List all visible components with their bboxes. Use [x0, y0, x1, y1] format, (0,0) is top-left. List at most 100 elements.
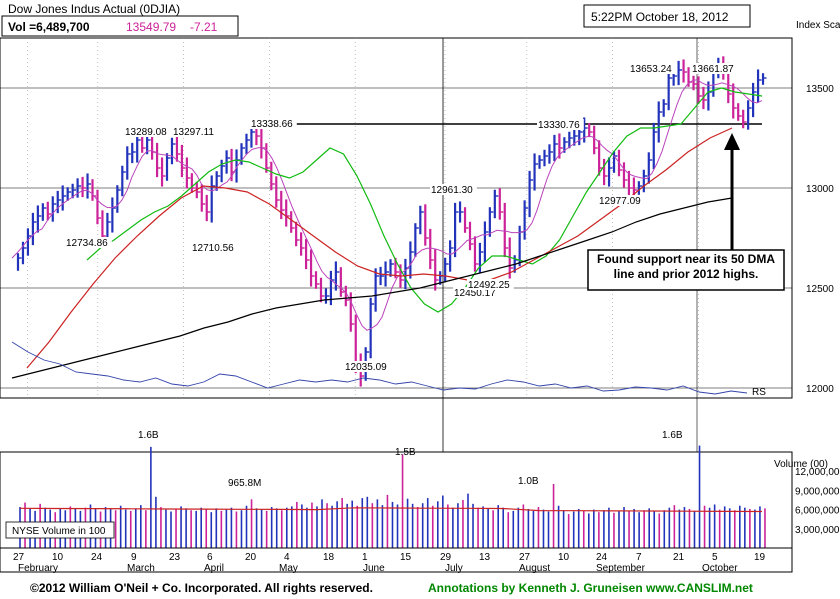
price-bar — [81, 176, 87, 198]
price-bar — [737, 103, 742, 121]
annotations-credit: Annotations by Kenneth J. Gruneisen www.… — [428, 581, 753, 595]
x-tick-label: 20 — [245, 552, 257, 563]
price-bar — [622, 162, 628, 188]
volume-tick-label: 9,000,000 — [795, 486, 840, 497]
volume-legend-text: NYSE Volume in 100 — [12, 526, 106, 537]
price-callout-label: 13330.76 — [538, 120, 580, 131]
price-bar — [642, 169, 648, 193]
price-bar — [409, 241, 414, 279]
volume-peak-label: 1.6B — [138, 430, 159, 441]
price-callout-label: 13297.11 — [173, 127, 214, 138]
annotation-arrow-head — [724, 133, 740, 150]
price-label-bg — [65, 237, 112, 248]
annotation-text: Found support near its 50 DMA line and p… — [596, 252, 775, 281]
ma-short-line — [11, 79, 763, 331]
x-tick-label: 10 — [558, 552, 570, 563]
price-bar — [165, 153, 171, 181]
price-bar — [339, 267, 345, 297]
price-label-bg — [430, 184, 477, 195]
price-bar — [483, 221, 489, 263]
price-bar — [593, 125, 598, 155]
price-bar — [419, 205, 424, 235]
price-bar — [210, 175, 216, 223]
price-callout-label: 12492.25 — [468, 280, 510, 291]
price-bar — [334, 261, 340, 291]
volume-peak-label: 965.8M — [228, 478, 261, 489]
price-bar — [389, 259, 395, 277]
price-bar — [41, 203, 47, 221]
price-bar — [314, 271, 320, 289]
price-bar — [180, 144, 186, 178]
price-bar — [751, 82, 757, 118]
price-bar — [558, 133, 563, 159]
price-label-bg — [124, 126, 171, 137]
price-bar — [553, 134, 558, 162]
price-bar — [16, 253, 22, 271]
price-bar — [56, 190, 62, 214]
price-bar — [304, 238, 310, 270]
y-tick-label: 12000 — [806, 384, 834, 395]
price-bar — [295, 221, 300, 247]
price-bar — [46, 201, 52, 221]
price-bar — [26, 228, 32, 256]
x-tick-label: 27 — [519, 552, 531, 563]
price-bar — [568, 131, 573, 149]
price-bar — [647, 152, 653, 184]
x-tick-label: 5 — [712, 552, 718, 563]
x-tick-label: 19 — [754, 552, 766, 563]
vol-box — [1, 15, 239, 37]
price-bar — [503, 202, 509, 258]
price-bar — [761, 73, 767, 85]
price-bar — [275, 176, 280, 208]
price-callout-label: 12734.86 — [66, 238, 108, 249]
price-bar — [61, 185, 67, 211]
price-bar — [131, 142, 136, 164]
price-bar — [478, 242, 484, 274]
month-label: April — [204, 563, 224, 574]
price-label-bg — [453, 287, 500, 298]
price-bar — [637, 181, 643, 195]
price-callout-label: 13338.66 — [251, 119, 293, 130]
volume-axis-label: Volume (00) — [774, 459, 828, 470]
price-bar — [453, 202, 459, 258]
price-callout-label: 12035.09 — [345, 362, 387, 373]
price-label-bg — [691, 63, 738, 74]
change-readout: -7.21 — [190, 20, 218, 34]
price-bar — [324, 288, 330, 304]
x-tick-label: 23 — [169, 552, 181, 563]
price-bar — [742, 109, 747, 129]
x-tick-label: 9 — [131, 552, 137, 563]
x-tick-label: 27 — [13, 552, 25, 563]
price-label-bg — [250, 118, 297, 129]
ma200-black-line — [11, 197, 733, 379]
price-bar — [682, 59, 688, 83]
price-label-bg — [598, 195, 645, 206]
price-bar — [548, 144, 553, 164]
month-label: February — [18, 563, 58, 574]
x-tick-label: 29 — [440, 552, 452, 563]
rs-line — [11, 341, 748, 395]
volume-frame — [0, 451, 793, 549]
price-bar — [160, 157, 166, 187]
volume-tick-label: 6,000,000 — [795, 506, 840, 517]
price-callout-label: 12710.56 — [192, 243, 234, 254]
price-bar — [116, 185, 121, 213]
month-label: September — [596, 563, 646, 574]
price-bar — [155, 142, 161, 178]
price-bar — [533, 153, 539, 191]
price-bar — [677, 60, 683, 86]
ma50-line — [86, 87, 763, 313]
price-bar — [662, 99, 668, 117]
price-bar — [349, 292, 355, 332]
price-bar — [602, 158, 608, 186]
x-tick-label: 21 — [673, 552, 685, 563]
y-tick-label: 12500 — [806, 284, 834, 295]
x-axis-band — [0, 547, 793, 573]
x-tick-label: 6 — [207, 552, 213, 563]
price-bar — [463, 207, 469, 233]
price-callout-label: 13289.08 — [125, 127, 167, 138]
timestamp-box — [583, 4, 751, 28]
price-panel: 13500 13000 12500 12000 RS 13289.08 13297.11 13… — [0, 37, 834, 560]
ma200-red-line — [26, 127, 733, 369]
price-bar — [523, 200, 529, 240]
